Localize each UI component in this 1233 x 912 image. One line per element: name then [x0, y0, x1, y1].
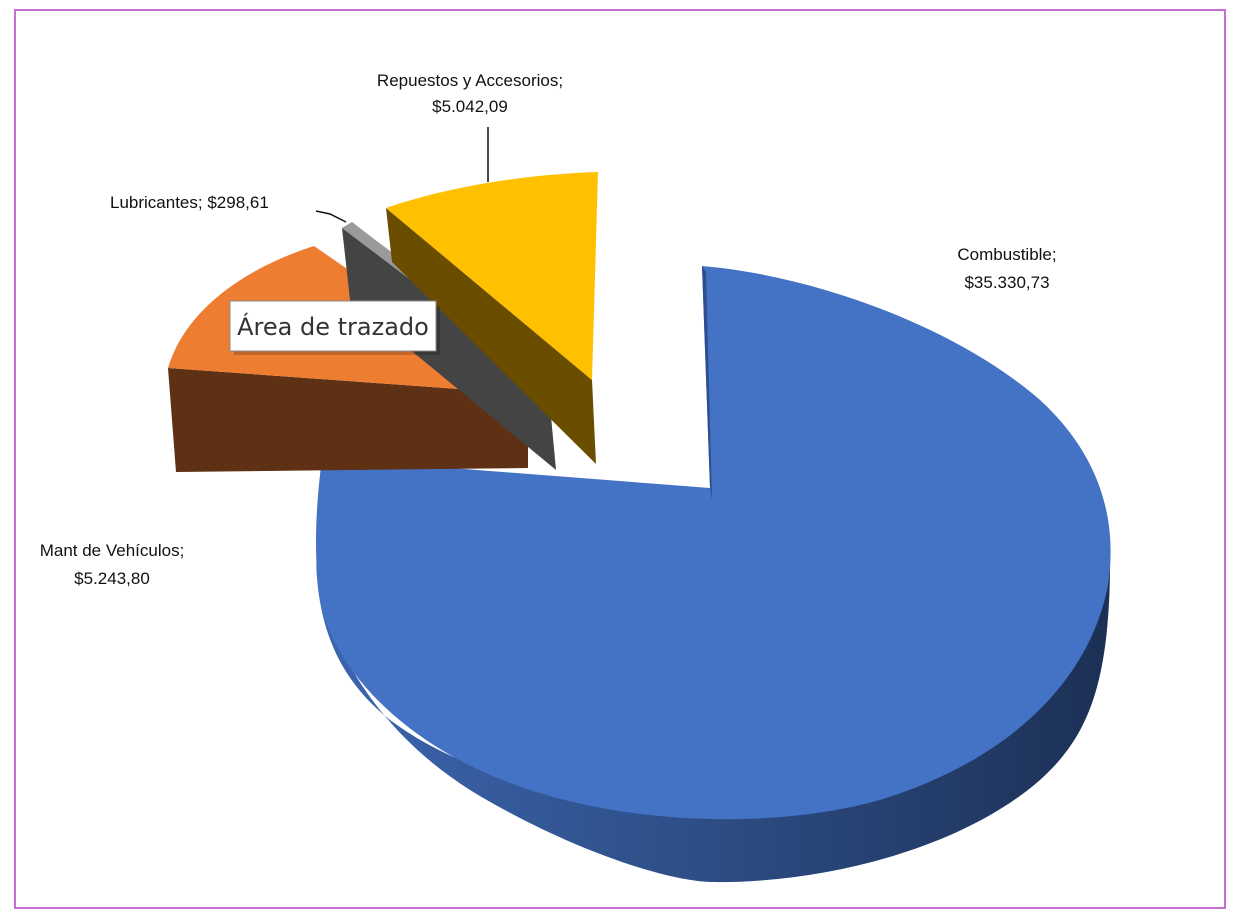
tooltip-text: Área de trazado	[237, 312, 429, 341]
slice-repuestos-top	[386, 172, 598, 380]
label-mant-line2: $5.243,80	[74, 569, 150, 588]
slice-combustible[interactable]	[316, 266, 1111, 883]
slice-combustible-inner-wall	[702, 266, 712, 500]
plot-area-tooltip: Área de trazado	[229, 300, 440, 355]
slice-mant-side	[168, 368, 528, 472]
label-combustible-line1: Combustible;	[957, 245, 1056, 264]
slice-combustible-side	[316, 540, 1111, 883]
leader-line-lubricantes	[315, 210, 347, 223]
label-repuestos-line1: Repuestos y Accesorios;	[377, 71, 563, 90]
slice-combustible-top	[316, 266, 1111, 820]
slice-repuestos[interactable]	[386, 172, 598, 464]
label-repuestos-line2: $5.042,09	[432, 97, 508, 116]
slice-repuestos-side	[386, 208, 596, 464]
label-combustible-line2: $35.330,73	[964, 273, 1049, 292]
label-lubricantes: Lubricantes; $298,61	[110, 193, 269, 212]
slice-lubricantes-side	[342, 228, 556, 470]
label-mant-line1: Mant de Vehículos;	[40, 541, 185, 560]
